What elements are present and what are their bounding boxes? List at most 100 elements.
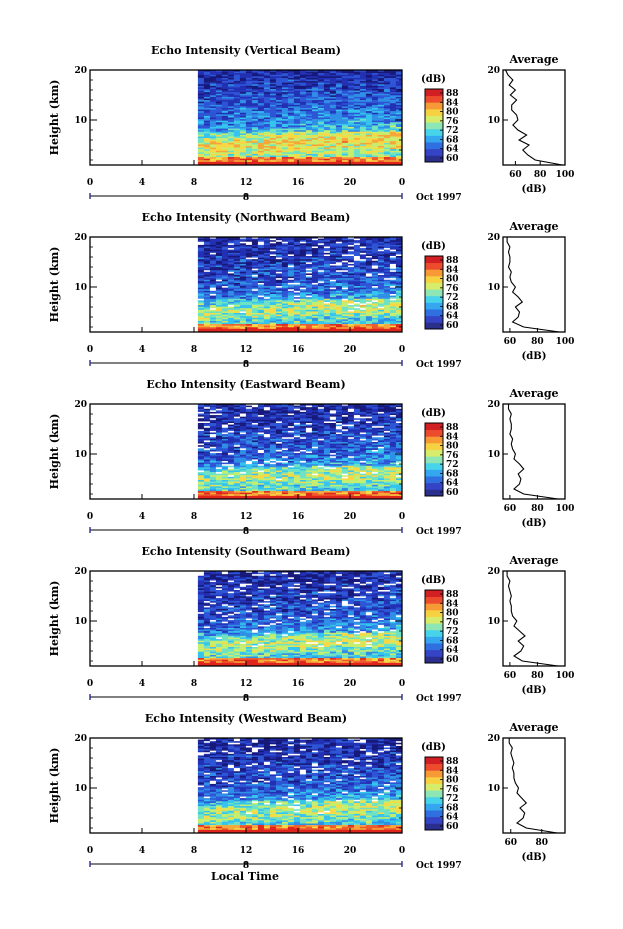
heatmap-cell bbox=[203, 243, 211, 246]
heatmap-cell bbox=[335, 284, 343, 287]
heatmap-cell bbox=[395, 260, 403, 263]
heatmap-cell bbox=[371, 271, 379, 274]
heatmap-cell bbox=[347, 300, 355, 303]
heatmap-cell bbox=[371, 117, 379, 120]
heatmap-cell bbox=[197, 248, 205, 250]
heatmap-cell bbox=[293, 319, 301, 322]
heatmap-cell bbox=[305, 319, 313, 322]
heatmap-cell bbox=[299, 155, 307, 158]
heatmap-cell bbox=[215, 313, 223, 315]
heatmap-cell bbox=[287, 74, 295, 77]
heatmap-cell bbox=[347, 238, 355, 241]
heatmap-cell bbox=[275, 120, 283, 123]
heatmap-cell bbox=[275, 112, 283, 115]
heatmap-cell bbox=[299, 74, 307, 77]
heatmap-cell bbox=[395, 106, 403, 109]
heatmap-cell bbox=[299, 275, 307, 277]
heatmap-cell bbox=[311, 320, 319, 323]
heatmap-cell bbox=[347, 87, 355, 90]
heatmap-cell bbox=[389, 93, 397, 96]
heatmap-cell bbox=[203, 249, 211, 252]
heatmap-cell bbox=[299, 418, 307, 421]
heatmap-cell bbox=[233, 123, 241, 126]
heatmap-cell bbox=[263, 134, 271, 137]
heatmap-cell bbox=[215, 139, 223, 142]
heatmap-cell bbox=[383, 161, 391, 164]
heatmap-cell bbox=[281, 74, 289, 77]
heatmap-cell bbox=[257, 85, 265, 88]
heatmap-cell bbox=[323, 278, 331, 281]
heatmap-cell bbox=[383, 278, 391, 281]
heatmap-cell bbox=[269, 160, 277, 163]
heatmap-cell bbox=[215, 413, 223, 416]
heatmap-cell bbox=[281, 85, 289, 88]
heatmap-cell bbox=[371, 85, 379, 88]
heatmap-cell bbox=[317, 115, 325, 118]
heatmap-cell bbox=[395, 134, 403, 137]
heatmap-cell bbox=[389, 237, 397, 239]
heatmap-cell bbox=[305, 411, 313, 414]
heatmap-cell bbox=[377, 251, 385, 254]
heatmap-cell bbox=[251, 92, 259, 95]
heatmap-cell bbox=[347, 161, 355, 164]
heatmap-cell bbox=[395, 294, 403, 296]
heatmap-cell bbox=[251, 308, 259, 311]
heatmap-cell bbox=[323, 70, 331, 72]
heatmap-cell bbox=[215, 415, 223, 417]
heatmap-cell bbox=[269, 292, 277, 295]
heatmap-cell bbox=[203, 322, 211, 325]
heatmap-cell bbox=[347, 84, 355, 87]
heatmap-cell bbox=[251, 252, 259, 255]
heatmap-cell bbox=[365, 408, 373, 411]
heatmap-cell bbox=[197, 79, 205, 82]
heatmap-cell bbox=[329, 76, 337, 79]
heatmap-cell bbox=[311, 85, 319, 88]
heatmap-cell bbox=[311, 81, 319, 83]
heatmap-cell bbox=[233, 286, 241, 288]
heatmap-cell bbox=[263, 404, 271, 406]
heatmap-cell bbox=[287, 294, 295, 296]
heatmap-cell bbox=[275, 93, 283, 96]
heatmap-cell bbox=[377, 161, 385, 164]
heatmap-cell bbox=[275, 421, 283, 424]
heatmap-cell bbox=[215, 240, 223, 243]
heatmap-cell bbox=[215, 161, 223, 164]
heatmap-cell bbox=[317, 123, 325, 126]
heatmap-cell bbox=[251, 290, 259, 293]
heatmap-cell bbox=[329, 309, 337, 312]
heatmap-cell bbox=[239, 316, 247, 319]
heatmap-cell bbox=[239, 153, 247, 156]
heatmap-cell bbox=[365, 320, 373, 323]
heatmap-cell bbox=[245, 271, 253, 274]
heatmap-cell bbox=[227, 415, 235, 417]
heatmap-cell bbox=[263, 251, 271, 254]
heatmap-cell bbox=[311, 142, 319, 145]
heatmap-cell bbox=[251, 320, 259, 323]
heatmap-cell bbox=[395, 415, 403, 417]
heatmap-cell bbox=[389, 413, 397, 416]
heatmap-cell bbox=[377, 248, 385, 250]
heatmap-cell bbox=[227, 314, 235, 317]
heatmap-cell bbox=[269, 70, 277, 72]
heatmap-cell bbox=[389, 257, 397, 260]
heatmap-cell bbox=[287, 251, 295, 254]
heatmap-cell bbox=[215, 74, 223, 77]
heatmap-cell bbox=[371, 322, 379, 325]
heatmap-cell bbox=[245, 411, 253, 414]
heatmap-cell bbox=[299, 87, 307, 90]
heatmap-cell bbox=[203, 427, 211, 430]
heatmap-cell bbox=[257, 119, 265, 121]
heatmap-cell bbox=[269, 415, 277, 417]
heatmap-cell bbox=[389, 309, 397, 312]
heatmap-cell bbox=[347, 404, 355, 406]
heatmap-cell bbox=[197, 301, 205, 304]
colorbar-unit: (dB) bbox=[421, 74, 446, 85]
heatmap-cell bbox=[329, 95, 337, 98]
heatmap-cell bbox=[263, 139, 271, 142]
heatmap-cell bbox=[305, 305, 313, 307]
heatmap-cell bbox=[299, 424, 307, 427]
heatmap-cell bbox=[377, 311, 385, 314]
heatmap-cell bbox=[209, 251, 217, 254]
heatmap-cell bbox=[209, 415, 217, 417]
heatmap-cell bbox=[227, 87, 235, 90]
